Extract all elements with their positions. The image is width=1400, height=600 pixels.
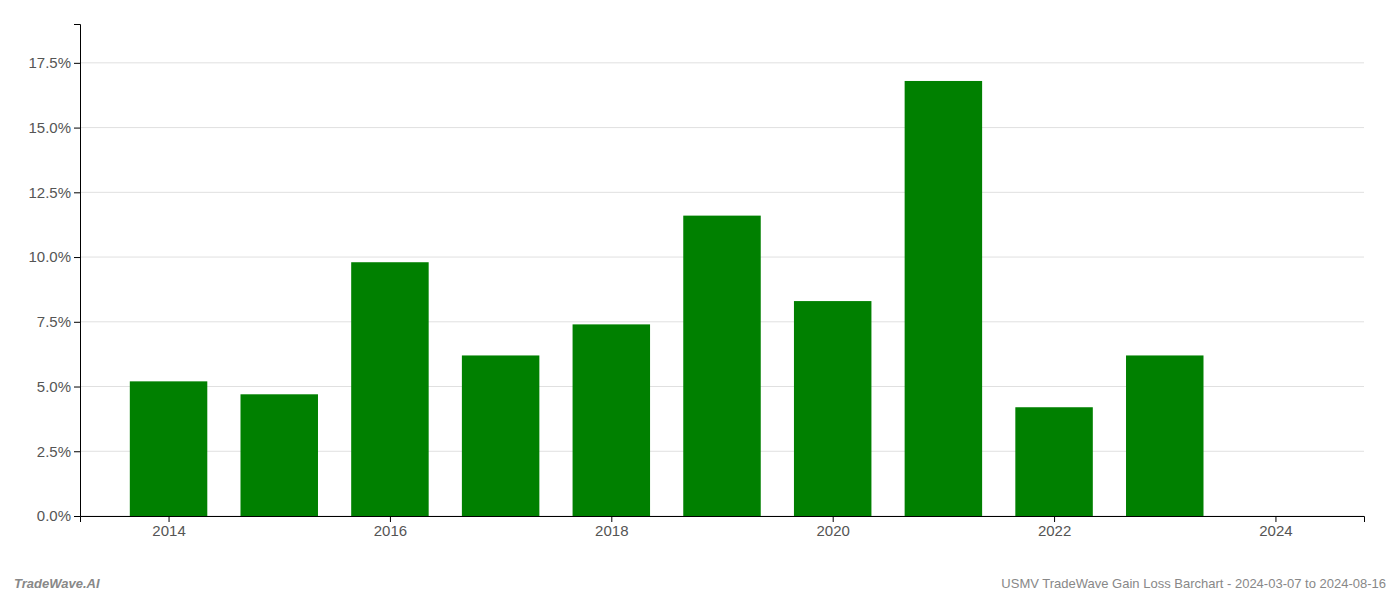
bar (241, 394, 318, 516)
x-tick: 2020 (817, 516, 850, 539)
chart-container: 2014 2016 2018 2020 2022 2024 0.0% 2.5% 5.0% 7.5%… (0, 0, 1400, 600)
x-axis-line (81, 517, 1365, 523)
bar (794, 301, 871, 516)
x-tick: 2018 (595, 516, 628, 539)
bar (130, 381, 207, 516)
y-tick-label: 10.0% (28, 248, 71, 265)
y-tick-mark (74, 192, 80, 193)
grid (80, 63, 1364, 516)
y-axis-line (74, 25, 81, 517)
y-tick: 12.5% (28, 184, 80, 201)
bar (573, 324, 650, 516)
bar (1015, 407, 1092, 516)
y-tick: 15.0% (28, 119, 80, 136)
y-tick: 10.0% (28, 248, 80, 265)
y-axis: 0.0% 2.5% 5.0% 7.5% 10.0% 12.5% 15.0% 17.5% (28, 25, 80, 525)
x-tick: 2016 (374, 516, 407, 539)
y-tick: 7.5% (37, 313, 80, 330)
bar (683, 216, 760, 516)
y-tick-label: 12.5% (28, 184, 71, 201)
y-tick-mark (74, 451, 80, 452)
x-axis: 2014 2016 2018 2020 2022 2024 (81, 516, 1365, 539)
x-tick-label: 2018 (595, 522, 628, 539)
footer-right: USMV TradeWave Gain Loss Barchart - 2024… (1001, 576, 1386, 591)
bar (905, 81, 982, 516)
y-tick-mark (74, 257, 80, 258)
y-tick: 0.0% (37, 507, 80, 524)
y-tick-label: 2.5% (37, 443, 71, 460)
y-tick-label: 17.5% (28, 54, 71, 71)
y-tick-label: 7.5% (37, 313, 71, 330)
footer: TradeWave.AI USMV TradeWave Gain Loss Bar… (14, 576, 1386, 591)
plot-area (130, 81, 1204, 516)
bar (1126, 355, 1203, 516)
bar (351, 262, 428, 516)
chart-svg: 2014 2016 2018 2020 2022 2024 0.0% 2.5% 5.0% 7.5%… (0, 0, 1400, 600)
grid-line (80, 127, 1364, 128)
x-tick: 2022 (1038, 516, 1071, 539)
x-tick-label: 2020 (817, 522, 850, 539)
grid-line (80, 62, 1364, 63)
y-tick-mark (74, 516, 80, 517)
x-tick-label: 2024 (1259, 522, 1292, 539)
x-tick: 2024 (1259, 516, 1292, 539)
y-tick-label: 5.0% (37, 378, 71, 395)
y-tick: 5.0% (37, 378, 80, 395)
x-tick-label: 2022 (1038, 522, 1071, 539)
y-tick-mark (74, 387, 80, 388)
y-tick-label: 15.0% (28, 119, 71, 136)
x-tick-label: 2016 (374, 522, 407, 539)
y-tick-mark (74, 322, 80, 323)
bar (462, 355, 539, 516)
y-tick: 2.5% (37, 443, 80, 460)
y-tick: 17.5% (28, 54, 80, 71)
x-tick: 2014 (152, 516, 185, 539)
footer-left: TradeWave.AI (14, 576, 100, 591)
y-tick-mark (74, 63, 80, 64)
grid-line (80, 192, 1364, 193)
y-tick-mark (74, 128, 80, 129)
y-tick-label: 0.0% (37, 507, 71, 524)
x-tick-label: 2014 (152, 522, 185, 539)
